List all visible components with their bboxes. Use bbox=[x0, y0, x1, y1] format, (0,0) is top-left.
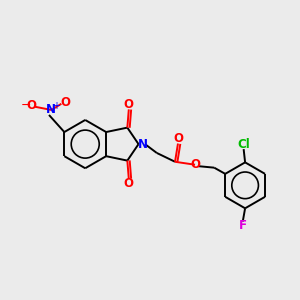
Text: O: O bbox=[174, 132, 184, 145]
Text: O: O bbox=[26, 99, 36, 112]
Text: N: N bbox=[138, 138, 148, 151]
Text: O: O bbox=[124, 98, 134, 111]
Text: F: F bbox=[239, 220, 247, 232]
Text: N: N bbox=[46, 103, 56, 116]
Text: O: O bbox=[190, 158, 200, 171]
Text: O: O bbox=[60, 96, 70, 109]
Text: Cl: Cl bbox=[237, 138, 250, 151]
Text: +: + bbox=[52, 101, 60, 111]
Text: O: O bbox=[124, 177, 134, 190]
Text: −: − bbox=[20, 99, 31, 112]
